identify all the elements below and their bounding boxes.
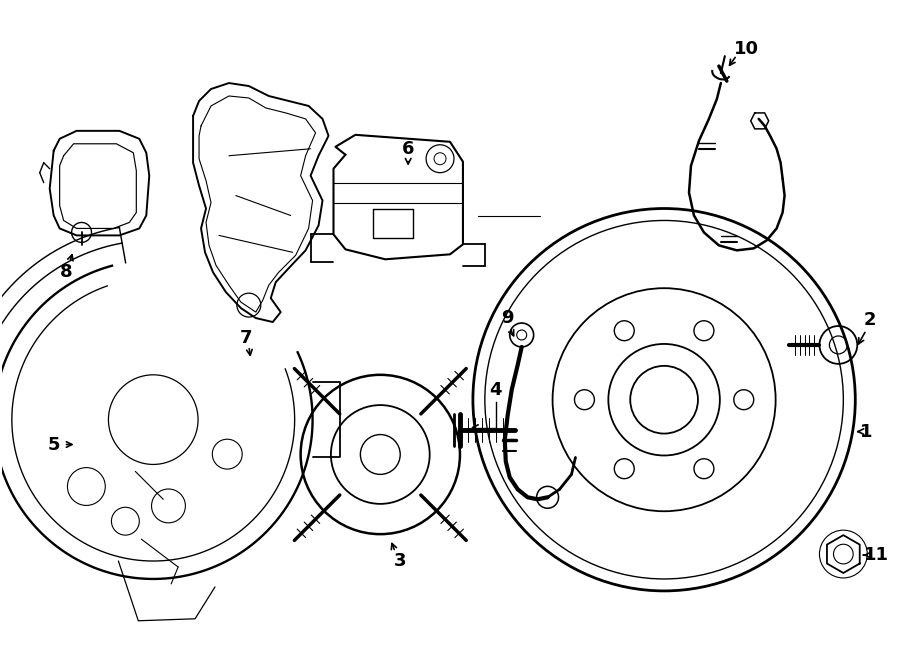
Text: 2: 2: [864, 311, 877, 329]
Text: 11: 11: [864, 546, 888, 564]
Text: 5: 5: [48, 436, 60, 453]
Text: 7: 7: [239, 329, 252, 347]
Text: 10: 10: [734, 40, 760, 58]
Text: 6: 6: [402, 140, 414, 158]
Text: 3: 3: [394, 552, 407, 570]
Text: 9: 9: [501, 309, 514, 327]
Text: 4: 4: [490, 381, 502, 399]
Text: 1: 1: [860, 422, 872, 441]
Text: 8: 8: [60, 263, 73, 281]
